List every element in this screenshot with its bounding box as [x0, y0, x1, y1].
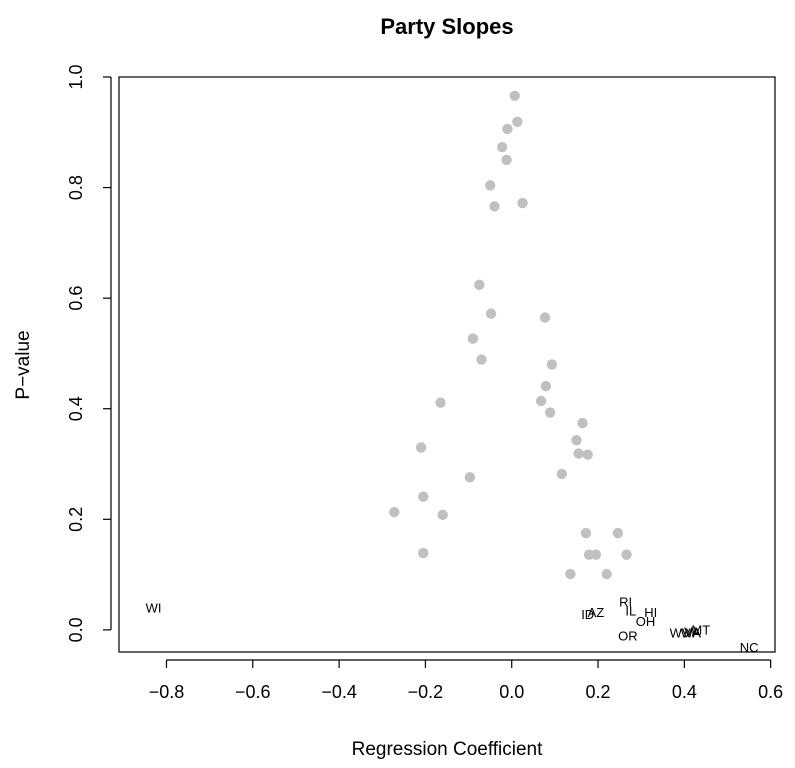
data-point: [476, 354, 487, 365]
x-tick-label: −0.8: [149, 682, 185, 702]
data-point: [389, 506, 400, 518]
state-label: OR: [618, 628, 638, 643]
data-point: [437, 509, 448, 521]
chart-title: Party Slopes: [380, 14, 513, 39]
data-point: [577, 417, 588, 429]
state-label: NC: [740, 640, 759, 655]
x-tick-label: −0.4: [321, 682, 357, 702]
state-label: WA: [681, 626, 702, 641]
data-point: [489, 201, 500, 212]
data-point: [474, 279, 485, 291]
data-point: [512, 116, 523, 127]
data-point: [535, 395, 547, 407]
x-tick-label: 0.6: [758, 682, 783, 702]
x-tick-label: −0.2: [408, 682, 444, 702]
x-tick-label: −0.6: [235, 682, 271, 702]
data-point: [582, 449, 593, 460]
state-label: WI: [146, 600, 162, 615]
data-point: [546, 359, 558, 370]
data-point: [573, 448, 584, 459]
plot-frame: [118, 76, 776, 653]
data-point: [485, 308, 497, 319]
y-axis-label: P−value: [13, 330, 34, 399]
x-axis-label: Regression Coefficient: [352, 739, 544, 760]
data-point: [544, 407, 556, 418]
state-label: ID: [581, 607, 594, 622]
state-label: RI: [619, 595, 632, 610]
y-tick-label: 0.8: [66, 175, 86, 200]
data-point: [501, 154, 512, 166]
state-label: MT: [691, 622, 710, 637]
data-point: [502, 123, 513, 135]
data-point: [571, 435, 582, 446]
x-tick-label: 0.4: [672, 682, 697, 702]
y-tick-label: 0.4: [66, 396, 86, 421]
data-point: [517, 197, 528, 209]
data-point: [509, 90, 520, 101]
x-axis: −0.8 −0.6 −0.4 −0.2 0.0 0.2 0.4 0.6: [149, 659, 783, 702]
data-point: [418, 547, 429, 559]
data-point: [556, 468, 567, 480]
data-point: [418, 491, 429, 502]
state-label: WV: [670, 626, 691, 641]
y-tick-label: 1.0: [66, 64, 86, 89]
data-point: [435, 397, 446, 408]
data-point: [539, 312, 551, 323]
data-point: [590, 549, 602, 560]
data-point: [621, 549, 632, 560]
data-point: [540, 380, 552, 392]
y-tick-label: 0.6: [66, 286, 86, 311]
state-label: IL: [625, 604, 636, 619]
data-point: [580, 527, 592, 539]
y-axis: 0.0 0.2 0.4 0.6 0.8 1.0: [66, 64, 112, 642]
data-point: [565, 568, 576, 580]
y-tick-label: 0.2: [66, 507, 86, 532]
data-point: [484, 180, 496, 191]
data-points: [389, 90, 632, 580]
data-point: [601, 568, 612, 580]
data-point: [612, 527, 624, 539]
x-tick-label: 0.0: [499, 682, 524, 702]
state-label: AZ: [588, 605, 605, 620]
state-label: OH: [636, 614, 656, 629]
state-label: VA: [684, 625, 701, 640]
x-tick-label: 0.2: [586, 682, 611, 702]
data-point: [464, 472, 476, 483]
data-point: [415, 442, 427, 453]
data-point: [467, 333, 479, 344]
state-label: HI: [644, 605, 657, 620]
y-tick-label: 0.0: [66, 617, 86, 642]
data-point: [497, 142, 508, 153]
